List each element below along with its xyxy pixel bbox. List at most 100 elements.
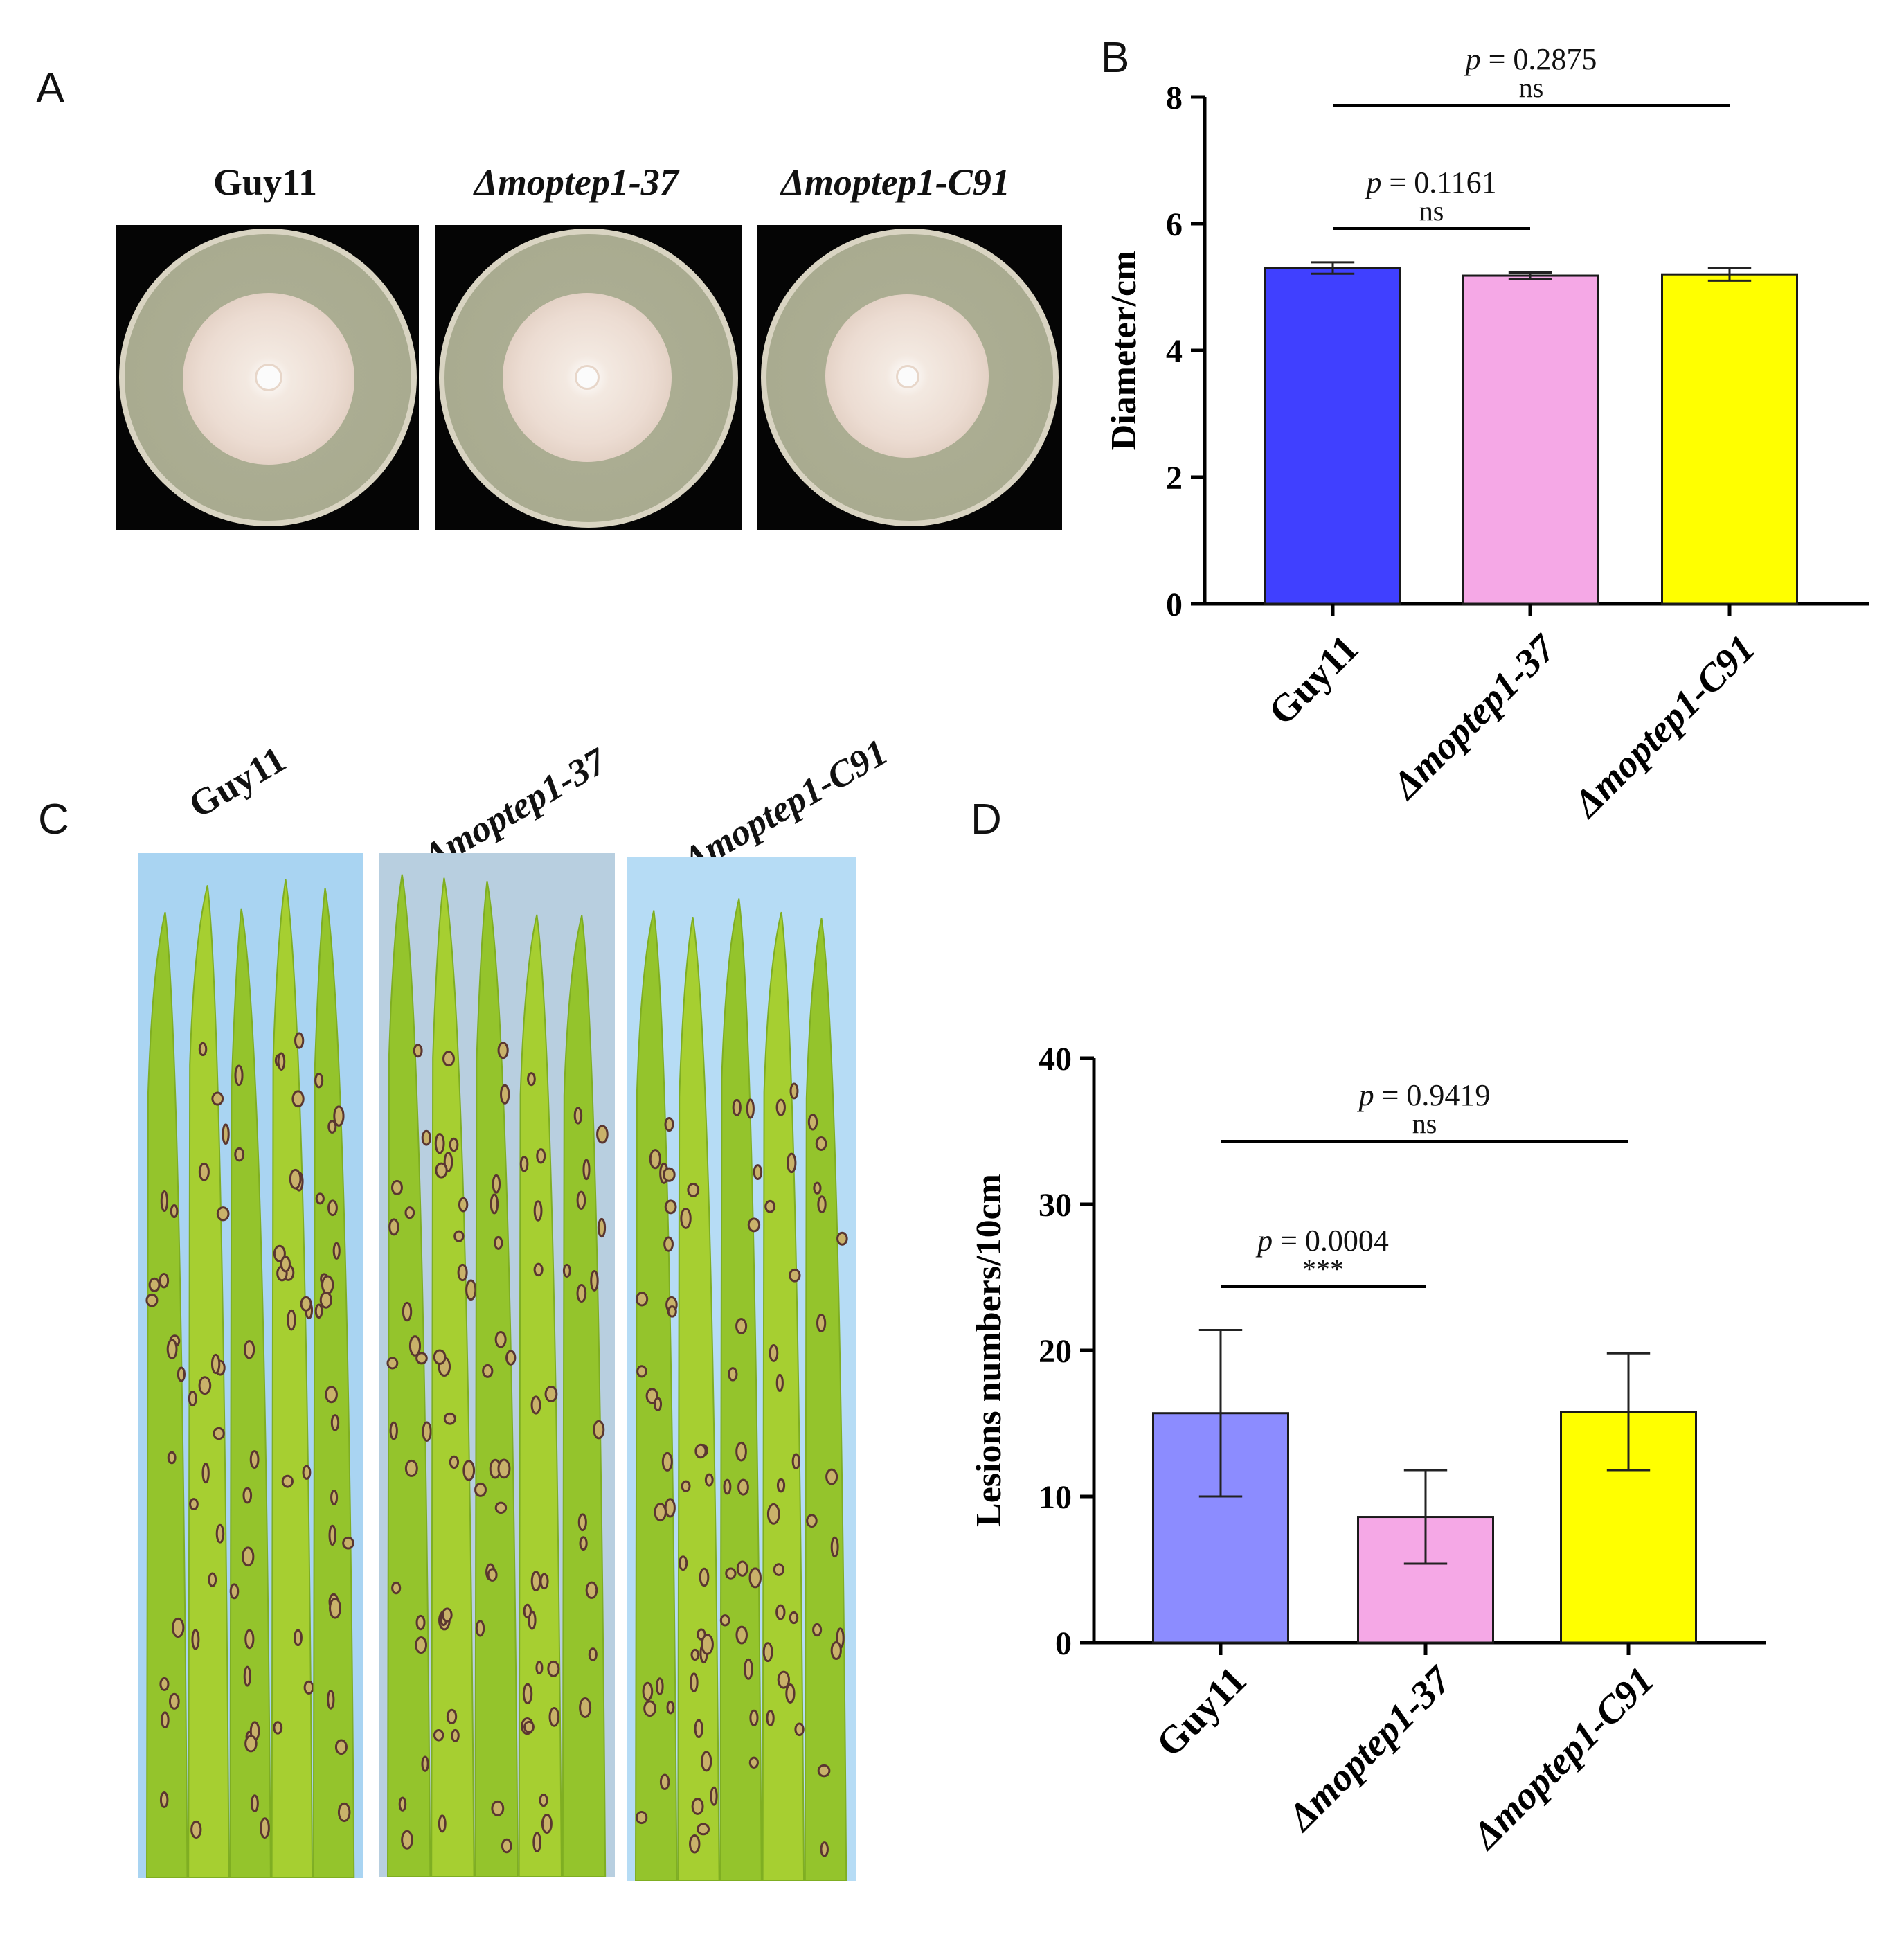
y-tick-label: 6 <box>1166 206 1183 243</box>
y-tick-label: 0 <box>1055 1625 1072 1662</box>
lesion-spot <box>500 1084 510 1105</box>
lesion-spot <box>435 1162 448 1179</box>
lesion-spot <box>539 1573 549 1590</box>
lesion-spot <box>210 1353 221 1375</box>
p-value-label: p = 0.9419 <box>1357 1078 1491 1112</box>
panel-letter-a: A <box>36 64 65 112</box>
y-tick-label: 10 <box>1039 1479 1072 1516</box>
lesion-spot <box>404 1206 415 1219</box>
lesion-spot <box>170 1204 179 1219</box>
lesion-spot <box>229 1583 240 1600</box>
lesion-spot <box>337 1802 351 1823</box>
lesion-spot <box>548 1706 560 1727</box>
lesion-spot <box>789 1611 799 1625</box>
lesion-spot <box>453 1230 465 1242</box>
lesion-spot <box>789 1082 799 1100</box>
lesion-spot <box>294 1032 305 1049</box>
lesion-spot <box>421 1129 432 1146</box>
lesion-spot <box>523 1720 535 1733</box>
lesion-spot <box>664 1498 676 1518</box>
lesion-spot <box>198 1376 212 1395</box>
lesion-spot <box>562 1263 571 1278</box>
lesion-spot <box>314 1073 324 1089</box>
x-tick-label-1: Guy11 <box>1260 627 1367 733</box>
lesion-spot <box>753 1164 763 1180</box>
lesion-spot <box>449 1137 459 1152</box>
lesion-spot <box>501 1838 512 1854</box>
lesion-spot <box>160 1190 169 1212</box>
lesion-spot <box>177 1366 186 1382</box>
lesion-spot <box>766 1710 775 1726</box>
lesion-spot <box>681 1480 691 1492</box>
lesion-spot <box>636 1365 647 1378</box>
lesion-spot <box>535 1661 544 1675</box>
lesion-spot <box>273 1244 286 1262</box>
lesion-spot <box>527 1072 536 1087</box>
leaf-label-guy11: Guy11 <box>181 738 293 826</box>
lesion-spot <box>208 1572 217 1587</box>
lesion-spot <box>148 1277 161 1292</box>
plate-label-moptep1-c91: Δmoptep1-C91 <box>781 161 1010 203</box>
lesion-spot <box>582 1159 591 1181</box>
lesion-spot <box>747 1217 761 1233</box>
y-tick-label: 4 <box>1166 333 1183 370</box>
lesion-spot <box>530 1571 541 1592</box>
lesion-spot <box>539 1794 548 1807</box>
lesion-spot <box>536 1148 546 1164</box>
lesion-spot <box>825 1468 838 1485</box>
lesion-spot <box>251 1794 259 1813</box>
lesion-spot <box>327 1199 338 1217</box>
lesion-spot <box>661 1451 673 1472</box>
lesion-spot <box>438 1814 447 1833</box>
lesion-spot <box>694 1719 703 1739</box>
lesion-spot <box>815 1136 827 1152</box>
lesion-spot <box>161 1711 170 1729</box>
lesion-spot <box>243 1340 255 1359</box>
lesion-spot <box>775 1604 786 1620</box>
lesion-spot <box>321 1275 334 1295</box>
lesion-spot <box>597 1217 607 1238</box>
lesion-spot <box>415 1614 426 1631</box>
lesion-spot <box>748 1567 762 1589</box>
y-tick-label: 0 <box>1166 587 1183 623</box>
lesion-spot <box>769 1344 779 1362</box>
plate-photo-moptep1-c91 <box>757 225 1062 530</box>
lesion-spot <box>300 1296 312 1312</box>
rice-leaf <box>474 881 519 1877</box>
lesion-spot <box>314 1303 323 1319</box>
lesion-spot <box>744 1658 753 1680</box>
lesion-spot <box>775 1373 784 1392</box>
lesion-spot <box>242 1546 255 1567</box>
lesion-spot <box>532 1832 542 1853</box>
lesion-spot <box>533 1200 543 1222</box>
lesion-spot <box>482 1364 494 1378</box>
lesion-spot <box>710 1786 718 1806</box>
bar-3 <box>1661 273 1798 605</box>
lesion-spot <box>806 1514 818 1528</box>
lesion-spot <box>273 1721 283 1735</box>
lesion-spot <box>402 1301 413 1322</box>
lesion-spot <box>497 1042 509 1060</box>
lesion-spot <box>334 1739 348 1755</box>
lesion-spot <box>736 1560 748 1577</box>
lesion-spot <box>168 1692 180 1710</box>
significance-label: ns <box>1412 1108 1437 1139</box>
lesion-spot <box>773 1563 784 1576</box>
lesion-spot <box>332 1242 341 1260</box>
panel-letter-d: D <box>971 796 1002 843</box>
panel-letter-b: B <box>1101 34 1130 82</box>
lesion-spot <box>585 1581 598 1599</box>
lesion-spot <box>421 1755 429 1772</box>
lesion-spot <box>817 1764 831 1778</box>
petri-dish <box>761 229 1059 526</box>
lesion-spot <box>422 1421 432 1442</box>
lesion-spot <box>680 1208 692 1229</box>
lesion-spot <box>817 1195 827 1214</box>
lesion-spot <box>678 1555 688 1571</box>
lesion-spot <box>547 1660 560 1677</box>
plate-photo-moptep1-37 <box>435 225 742 530</box>
lesion-spot <box>541 1814 553 1834</box>
lesion-spot <box>442 1607 453 1623</box>
lesion-spot <box>664 1199 677 1215</box>
lesion-spot <box>446 1708 458 1724</box>
